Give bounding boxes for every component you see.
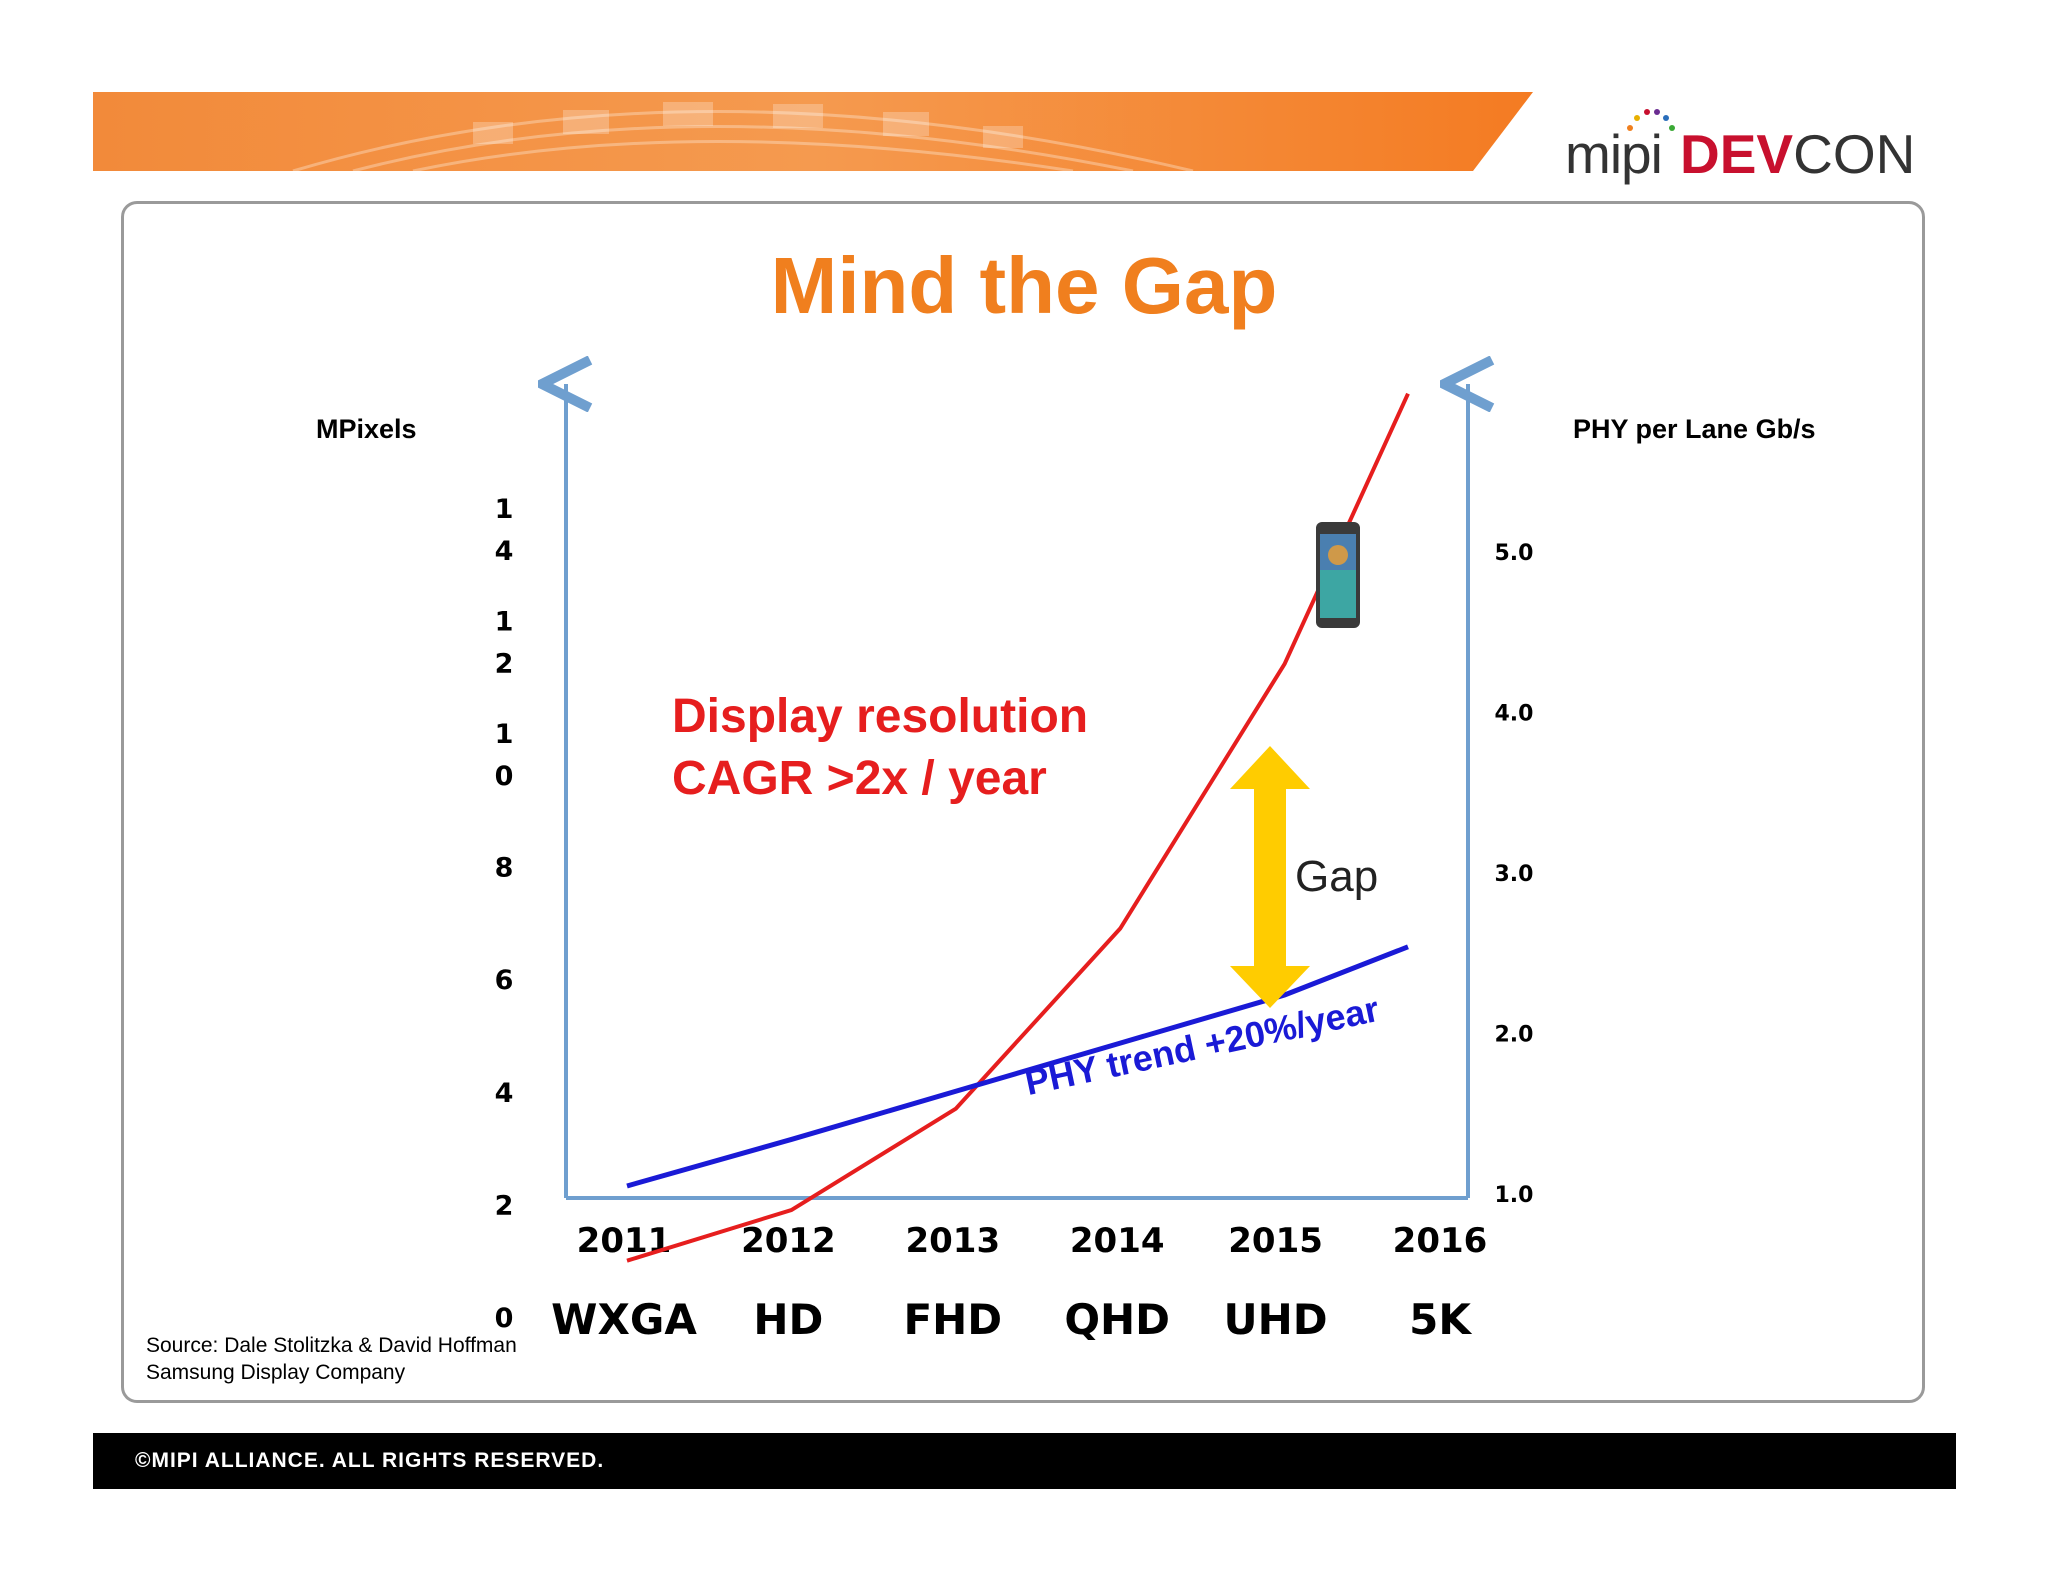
- x-tick-year: 2014: [1070, 1221, 1165, 1261]
- logo-dev: DEV: [1680, 123, 1794, 185]
- x-tick-resolution: UHD: [1224, 1295, 1328, 1344]
- slide-frame: [121, 201, 1925, 1403]
- right-tick-label: 2.0: [1495, 1023, 1534, 1048]
- x-tick-resolution: 5K: [1409, 1295, 1472, 1344]
- source-line1: Source: Dale Stolitzka & David Hoffman: [146, 1334, 517, 1357]
- gap-label: Gap: [1295, 852, 1379, 901]
- x-tick-resolution: FHD: [903, 1295, 1002, 1344]
- logo-mipi: mipi: [1565, 123, 1663, 185]
- logo-dots-icon: [1627, 109, 1675, 131]
- right-tick-label: 5.0: [1495, 541, 1534, 566]
- resolution-series-line: [626, 392, 1410, 1263]
- right-tick-label: 3.0: [1495, 862, 1534, 887]
- right-axis-title: PHY per Lane Gb/s: [1573, 414, 1816, 444]
- x-tick-year: 2016: [1393, 1221, 1488, 1261]
- gap-arrow: [1230, 746, 1310, 1008]
- left-tick-label: 8: [495, 853, 514, 884]
- x-tick-resolution: QHD: [1064, 1295, 1170, 1344]
- source-line2: Samsung Display Company: [146, 1361, 406, 1384]
- resolution-annotation: Display resolution CAGR >2x / year: [672, 686, 1088, 810]
- x-tick-year: 2015: [1228, 1221, 1323, 1261]
- x-tick-year: 2013: [905, 1221, 1000, 1261]
- left-tick-label: 0: [495, 1303, 514, 1334]
- left-axis-title: MPixels: [316, 414, 417, 444]
- left-tick-label: 4: [495, 1078, 514, 1109]
- x-tick-resolution: WXGA: [551, 1295, 697, 1344]
- right-tick-label: 4.0: [1495, 702, 1534, 727]
- x-axis-ticks: 2011 WXGA 2012 HD 2013 FHD 2014 QHD 2015 UHD 2016 5…: [551, 1221, 1487, 1344]
- right-axis-ticks: 1.0 2.0 3.0 4.0 5.0: [1495, 541, 1534, 1208]
- mipi-devcon-logo: mipi DEVCON: [1560, 100, 1915, 190]
- left-axis-ticks: 0 2 4 6 8 1 0 1 2 1 4: [495, 494, 514, 1334]
- smartphone-icon: [1316, 522, 1360, 628]
- footer-copyright: ©MIPI ALLIANCE. ALL RIGHTS RESERVED.: [135, 1449, 605, 1472]
- annotation-line2: CAGR >2x / year: [672, 752, 1047, 805]
- source-note: Source: Dale Stolitzka & David Hoffman S…: [146, 1332, 517, 1386]
- footer-bar: ©MIPI ALLIANCE. ALL RIGHTS RESERVED.: [93, 1433, 1956, 1489]
- annotation-line1: Display resolution: [672, 690, 1089, 743]
- phy-series-line: [626, 944, 1409, 1189]
- right-tick-label: 1.0: [1495, 1183, 1534, 1208]
- x-tick-year: 2011: [577, 1221, 672, 1261]
- logo-devcon: DEVCON: [1680, 122, 1915, 186]
- slide-title: Mind the Gap: [770, 241, 1278, 330]
- x-tick-year: 2012: [741, 1221, 836, 1261]
- left-tick-label: 6: [495, 965, 514, 996]
- header-banner: [93, 92, 1533, 171]
- logo-con: CON: [1793, 123, 1916, 185]
- axes: [566, 384, 1468, 1200]
- x-tick-resolution: HD: [753, 1295, 823, 1344]
- left-tick-label: 2: [495, 1190, 514, 1221]
- series: [626, 392, 1410, 1263]
